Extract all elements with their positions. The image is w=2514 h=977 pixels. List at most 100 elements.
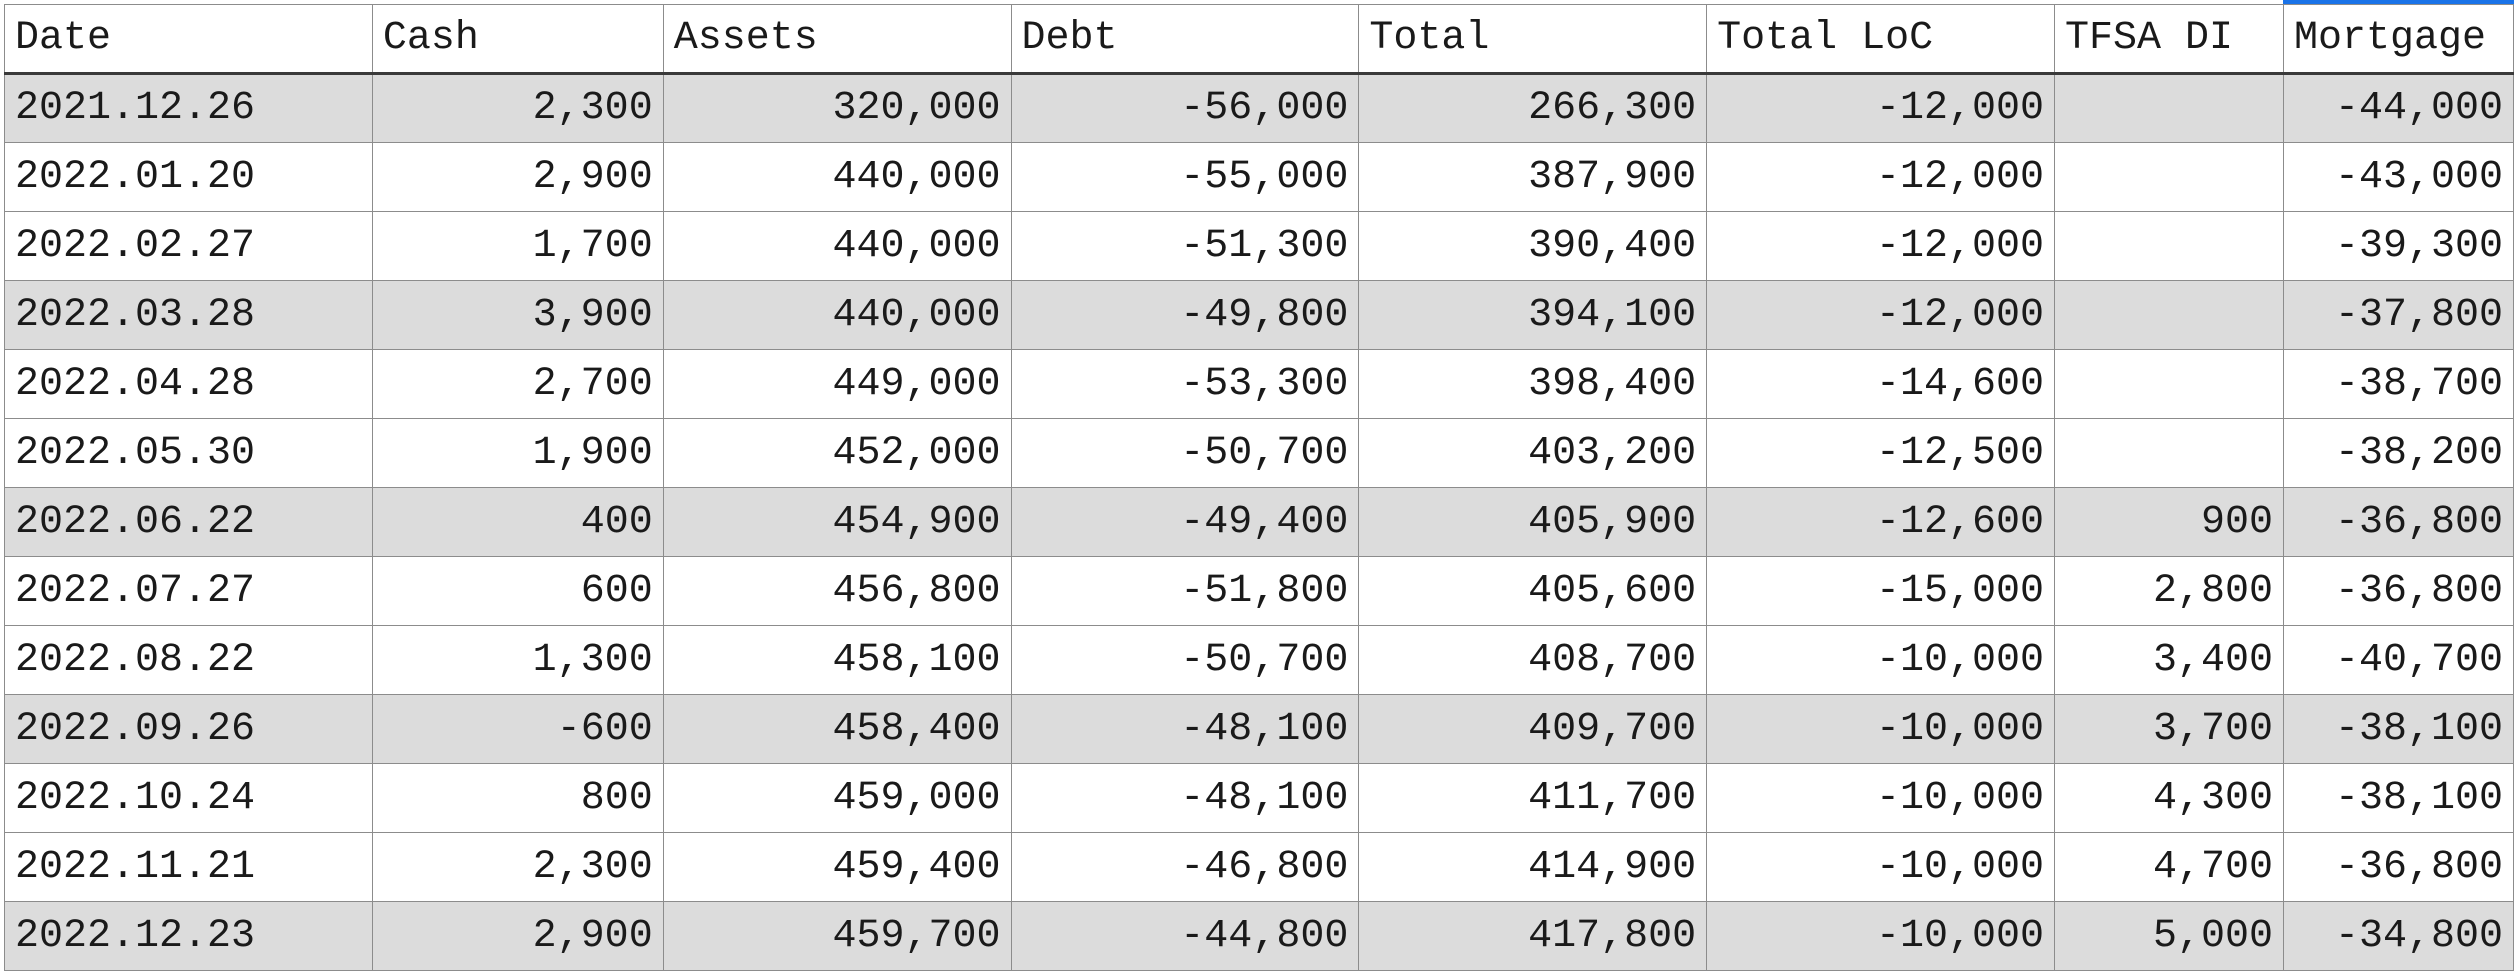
cell-assets[interactable]: 440,000 xyxy=(662,280,1012,350)
cell-mortgage[interactable]: -34,800 xyxy=(2282,901,2514,971)
cell-cash[interactable]: 2,900 xyxy=(371,901,664,971)
cell-total[interactable]: 405,900 xyxy=(1358,487,1708,557)
header-cash[interactable]: Cash xyxy=(371,4,664,75)
cell-date[interactable]: 2022.03.28 xyxy=(4,280,373,350)
header-total[interactable]: Total xyxy=(1358,4,1708,75)
cell-debt[interactable]: -48,100 xyxy=(1010,694,1360,764)
cell-mortgage[interactable]: -36,800 xyxy=(2282,556,2514,626)
cell-total-loc[interactable]: -10,000 xyxy=(1706,763,2056,833)
cell-debt[interactable]: -48,100 xyxy=(1010,763,1360,833)
header-assets[interactable]: Assets xyxy=(662,4,1012,75)
cell-debt[interactable]: -51,300 xyxy=(1010,211,1360,281)
cell-date[interactable]: 2022.06.22 xyxy=(4,487,373,557)
cell-total[interactable]: 387,900 xyxy=(1358,142,1708,212)
cell-mortgage[interactable]: -37,800 xyxy=(2282,280,2514,350)
cell-debt[interactable]: -53,300 xyxy=(1010,349,1360,419)
cell-mortgage[interactable]: -38,100 xyxy=(2282,763,2514,833)
cell-cash[interactable]: 2,300 xyxy=(371,73,664,143)
cell-total[interactable]: 398,400 xyxy=(1358,349,1708,419)
cell-debt[interactable]: -49,800 xyxy=(1010,280,1360,350)
header-debt[interactable]: Debt xyxy=(1010,4,1360,75)
cell-assets[interactable]: 452,000 xyxy=(662,418,1012,488)
cell-mortgage[interactable]: -38,200 xyxy=(2282,418,2514,488)
cell-cash[interactable]: 3,900 xyxy=(371,280,664,350)
cell-date[interactable]: 2022.09.26 xyxy=(4,694,373,764)
cell-cash[interactable]: 400 xyxy=(371,487,664,557)
cell-cash[interactable]: -600 xyxy=(371,694,664,764)
cell-cash[interactable]: 1,900 xyxy=(371,418,664,488)
cell-total-loc[interactable]: -15,000 xyxy=(1706,556,2056,626)
cell-date[interactable]: 2022.12.23 xyxy=(4,901,373,971)
cell-tfsa-di[interactable] xyxy=(2054,418,2284,488)
cell-mortgage[interactable]: -38,100 xyxy=(2282,694,2514,764)
cell-tfsa-di[interactable]: 4,300 xyxy=(2054,763,2284,833)
header-date[interactable]: Date xyxy=(4,4,373,75)
cell-total-loc[interactable]: -10,000 xyxy=(1706,832,2056,902)
cell-total[interactable]: 409,700 xyxy=(1358,694,1708,764)
cell-tfsa-di[interactable] xyxy=(2054,73,2284,143)
cell-mortgage[interactable]: -44,000 xyxy=(2282,73,2514,143)
cell-total-loc[interactable]: -12,600 xyxy=(1706,487,2056,557)
header-tfsa-di[interactable]: TFSA DI xyxy=(2054,4,2284,75)
cell-tfsa-di[interactable]: 2,800 xyxy=(2054,556,2284,626)
cell-total[interactable]: 405,600 xyxy=(1358,556,1708,626)
cell-tfsa-di[interactable] xyxy=(2054,211,2284,281)
cell-date[interactable]: 2022.08.22 xyxy=(4,625,373,695)
cell-cash[interactable]: 2,900 xyxy=(371,142,664,212)
cell-tfsa-di[interactable]: 4,700 xyxy=(2054,832,2284,902)
cell-debt[interactable]: -56,000 xyxy=(1010,73,1360,143)
cell-date[interactable]: 2022.07.27 xyxy=(4,556,373,626)
cell-total-loc[interactable]: -10,000 xyxy=(1706,901,2056,971)
cell-total[interactable]: 414,900 xyxy=(1358,832,1708,902)
header-mortgage[interactable]: Mortgage xyxy=(2282,4,2514,75)
cell-assets[interactable]: 454,900 xyxy=(662,487,1012,557)
cell-total[interactable]: 266,300 xyxy=(1358,73,1708,143)
cell-mortgage[interactable]: -40,700 xyxy=(2282,625,2514,695)
cell-debt[interactable]: -51,800 xyxy=(1010,556,1360,626)
cell-assets[interactable]: 459,000 xyxy=(662,763,1012,833)
cell-tfsa-di[interactable]: 5,000 xyxy=(2054,901,2284,971)
cell-debt[interactable]: -55,000 xyxy=(1010,142,1360,212)
cell-debt[interactable]: -44,800 xyxy=(1010,901,1360,971)
cell-total[interactable]: 394,100 xyxy=(1358,280,1708,350)
cell-date[interactable]: 2022.01.20 xyxy=(4,142,373,212)
cell-debt[interactable]: -50,700 xyxy=(1010,418,1360,488)
cell-assets[interactable]: 440,000 xyxy=(662,211,1012,281)
cell-total[interactable]: 390,400 xyxy=(1358,211,1708,281)
cell-assets[interactable]: 458,400 xyxy=(662,694,1012,764)
cell-total-loc[interactable]: -12,000 xyxy=(1706,211,2056,281)
cell-mortgage[interactable]: -36,800 xyxy=(2282,487,2514,557)
cell-debt[interactable]: -50,700 xyxy=(1010,625,1360,695)
cell-date[interactable]: 2022.04.28 xyxy=(4,349,373,419)
cell-assets[interactable]: 449,000 xyxy=(662,349,1012,419)
cell-assets[interactable]: 440,000 xyxy=(662,142,1012,212)
cell-cash[interactable]: 800 xyxy=(371,763,664,833)
cell-mortgage[interactable]: -39,300 xyxy=(2282,211,2514,281)
cell-total-loc[interactable]: -12,000 xyxy=(1706,280,2056,350)
cell-total-loc[interactable]: -10,000 xyxy=(1706,694,2056,764)
cell-date[interactable]: 2022.05.30 xyxy=(4,418,373,488)
cell-tfsa-di[interactable]: 3,700 xyxy=(2054,694,2284,764)
header-total-loc[interactable]: Total LoC xyxy=(1706,4,2056,75)
cell-date[interactable]: 2021.12.26 xyxy=(4,73,373,143)
cell-tfsa-di[interactable]: 3,400 xyxy=(2054,625,2284,695)
cell-cash[interactable]: 1,700 xyxy=(371,211,664,281)
cell-mortgage[interactable]: -43,000 xyxy=(2282,142,2514,212)
cell-cash[interactable]: 1,300 xyxy=(371,625,664,695)
cell-assets[interactable]: 459,700 xyxy=(662,901,1012,971)
cell-mortgage[interactable]: -38,700 xyxy=(2282,349,2514,419)
cell-total[interactable]: 403,200 xyxy=(1358,418,1708,488)
cell-assets[interactable]: 456,800 xyxy=(662,556,1012,626)
cell-cash[interactable]: 600 xyxy=(371,556,664,626)
cell-tfsa-di[interactable]: 900 xyxy=(2054,487,2284,557)
cell-total-loc[interactable]: -10,000 xyxy=(1706,625,2056,695)
cell-debt[interactable]: -49,400 xyxy=(1010,487,1360,557)
cell-cash[interactable]: 2,700 xyxy=(371,349,664,419)
cell-total[interactable]: 411,700 xyxy=(1358,763,1708,833)
cell-total[interactable]: 417,800 xyxy=(1358,901,1708,971)
cell-total-loc[interactable]: -12,500 xyxy=(1706,418,2056,488)
cell-date[interactable]: 2022.11.21 xyxy=(4,832,373,902)
cell-total-loc[interactable]: -14,600 xyxy=(1706,349,2056,419)
cell-debt[interactable]: -46,800 xyxy=(1010,832,1360,902)
cell-assets[interactable]: 320,000 xyxy=(662,73,1012,143)
